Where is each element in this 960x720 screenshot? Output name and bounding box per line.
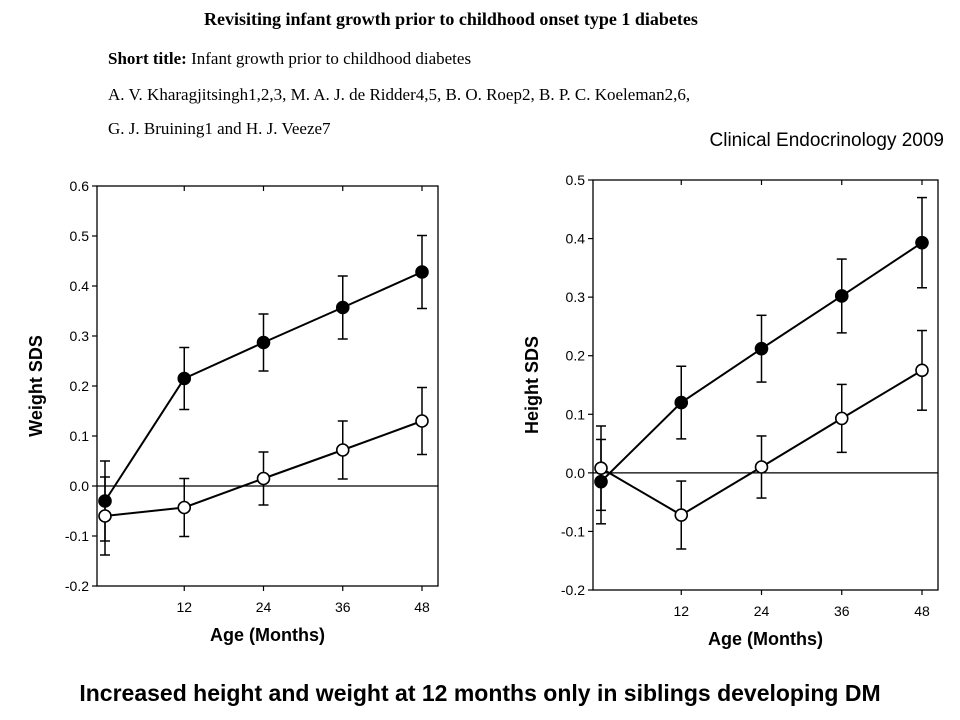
authors-line-2: G. J. Bruining1 and H. J. Veeze7 [108, 119, 331, 138]
weight-ytick-label: 0.0 [70, 478, 90, 494]
height-plot-frame [592, 179, 939, 591]
weight-point-open [335, 443, 350, 457]
weight-ytick-label: 0.3 [70, 328, 90, 344]
height-point-filled [915, 235, 929, 250]
height-xtick-label: 36 [834, 603, 850, 619]
height-point-filled [674, 395, 689, 410]
weight-x-axis-label: Age (Months) [210, 625, 325, 645]
height-ytick-label: -0.2 [561, 582, 585, 598]
weight-point-filled [256, 335, 271, 350]
height-ytick-label: 0.5 [566, 172, 586, 188]
height-xtick-label: 48 [914, 603, 930, 619]
height-sds-chart: -0.2 -0.1 0.0 0.1 0.2 0.3 0.4 0.5 12 24 36 48 Age (M… [522, 172, 939, 649]
paper-title: Revisiting infant growth prior to childh… [204, 9, 698, 29]
weight-point-filled [335, 300, 350, 315]
weight-xtick-label: 48 [414, 599, 430, 615]
weight-ytick-label: -0.1 [65, 528, 89, 544]
height-xtick-label: 12 [673, 603, 689, 619]
weight-y-axis-label: Weight SDS [26, 335, 46, 437]
weight-plot-frame [96, 185, 439, 587]
height-point-open [754, 460, 769, 474]
height-ytick-label: 0.2 [566, 348, 586, 364]
height-xtick-label: 24 [754, 603, 770, 619]
weight-point-filled [177, 371, 192, 386]
weight-point-open [256, 471, 271, 486]
height-point-open [674, 508, 689, 522]
weight-ytick-label: 0.4 [70, 278, 90, 294]
height-x-axis-label: Age (Months) [708, 629, 823, 649]
weight-point-filled [415, 265, 429, 279]
short-title-line: Short title: Infant growth prior to chil… [108, 50, 471, 67]
weight-xtick-label: 24 [256, 599, 272, 615]
weight-point-open [177, 500, 192, 515]
weight-ytick-label: 0.5 [70, 228, 90, 244]
weight-ytick-label: 0.2 [70, 378, 90, 394]
slide-caption: Increased height and weight at 12 months… [79, 680, 881, 706]
height-point-open [594, 461, 608, 475]
weight-ytick-label: 0.1 [70, 428, 90, 444]
weight-ytick-label: -0.2 [65, 578, 89, 594]
height-ytick-label: 0.3 [566, 289, 586, 305]
height-point-filled [754, 341, 769, 356]
height-point-open [834, 411, 849, 426]
short-title-label: Short title: [108, 49, 187, 68]
height-point-open [915, 363, 929, 378]
weight-xtick-label: 12 [176, 599, 192, 615]
short-title: Infant growth prior to childhood diabete… [191, 49, 472, 68]
height-ytick-label: 0.1 [566, 406, 586, 422]
height-ytick-label: -0.1 [561, 523, 585, 539]
height-ytick-label: 0.0 [566, 465, 586, 481]
weight-point-open [415, 414, 429, 428]
weight-sds-chart: -0.2 -0.1 0.0 0.1 0.2 0.3 0.4 0.5 0.6 12 24 36 48 Age… [26, 178, 439, 645]
journal-citation: Clinical Endocrinology 2009 [709, 130, 944, 151]
height-ytick-label: 0.4 [566, 231, 586, 247]
weight-xtick-label: 36 [335, 599, 351, 615]
height-point-filled [834, 289, 849, 303]
height-y-axis-label: Height SDS [522, 336, 542, 434]
authors-line-1: A. V. Kharagjitsingh1,2,3, M. A. J. de R… [108, 85, 691, 104]
weight-ytick-label: 0.6 [70, 178, 90, 194]
weight-point-open [98, 509, 112, 523]
